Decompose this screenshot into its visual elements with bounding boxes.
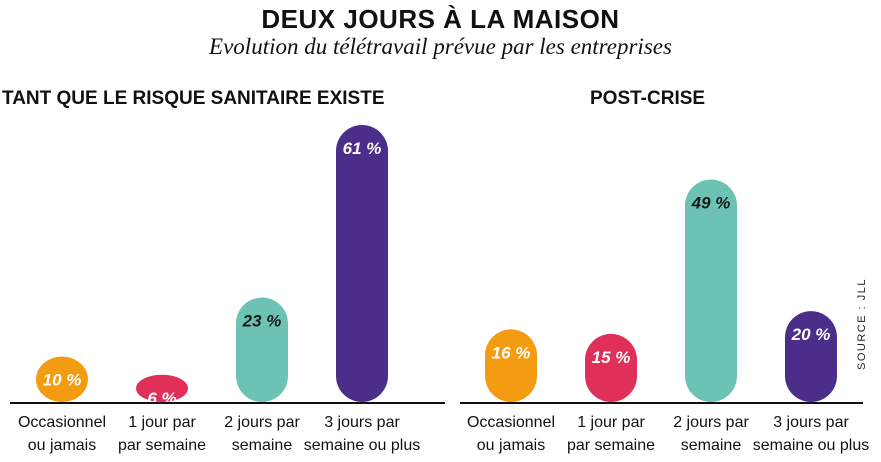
- page-subtitle: Evolution du télétravail prévue par les …: [209, 34, 672, 59]
- source-note: SOURCE : JLL: [856, 278, 868, 370]
- tick-label: 3 jours par: [773, 414, 849, 431]
- tick-label: semaine ou plus: [753, 437, 870, 454]
- data-label: 15 %: [592, 348, 631, 367]
- bar: [36, 356, 88, 402]
- tick-label: 1 jour par: [577, 414, 645, 431]
- tick-label: 1 jour par: [128, 414, 196, 431]
- bar: [336, 125, 388, 402]
- tick-label: Occasionnel: [467, 414, 555, 431]
- tick-label: 3 jours par: [324, 414, 400, 431]
- bar: [236, 297, 288, 402]
- tick-label: 2 jours par: [224, 414, 300, 431]
- panel-title-left: TANT QUE LE RISQUE SANITAIRE EXISTE: [2, 88, 385, 109]
- page-title: DEUX JOURS À LA MAISON: [261, 4, 620, 34]
- bar: [685, 179, 737, 402]
- data-label: 20 %: [791, 325, 831, 344]
- data-label: 23 %: [242, 312, 282, 331]
- tick-label: ou jamais: [28, 437, 96, 454]
- tick-label: 2 jours par: [673, 414, 749, 431]
- bar: [136, 374, 188, 402]
- data-label: 10 %: [43, 371, 82, 390]
- bar: [485, 329, 537, 402]
- data-label: 49 %: [691, 193, 731, 212]
- bar: [785, 311, 837, 402]
- data-label: 6 %: [147, 389, 176, 408]
- tick-label: par semaine: [118, 437, 206, 454]
- data-label: 16 %: [492, 343, 531, 362]
- tick-label: ou jamais: [477, 437, 545, 454]
- tick-label: semaine: [681, 437, 742, 454]
- bar: [585, 333, 637, 402]
- tick-label: semaine: [232, 437, 293, 454]
- panel-title-right: POST-CRISE: [590, 88, 706, 109]
- data-label: 61 %: [343, 139, 382, 158]
- tick-label: Occasionnel: [18, 414, 106, 431]
- tick-label: semaine ou plus: [304, 437, 421, 454]
- tick-label: par semaine: [567, 437, 655, 454]
